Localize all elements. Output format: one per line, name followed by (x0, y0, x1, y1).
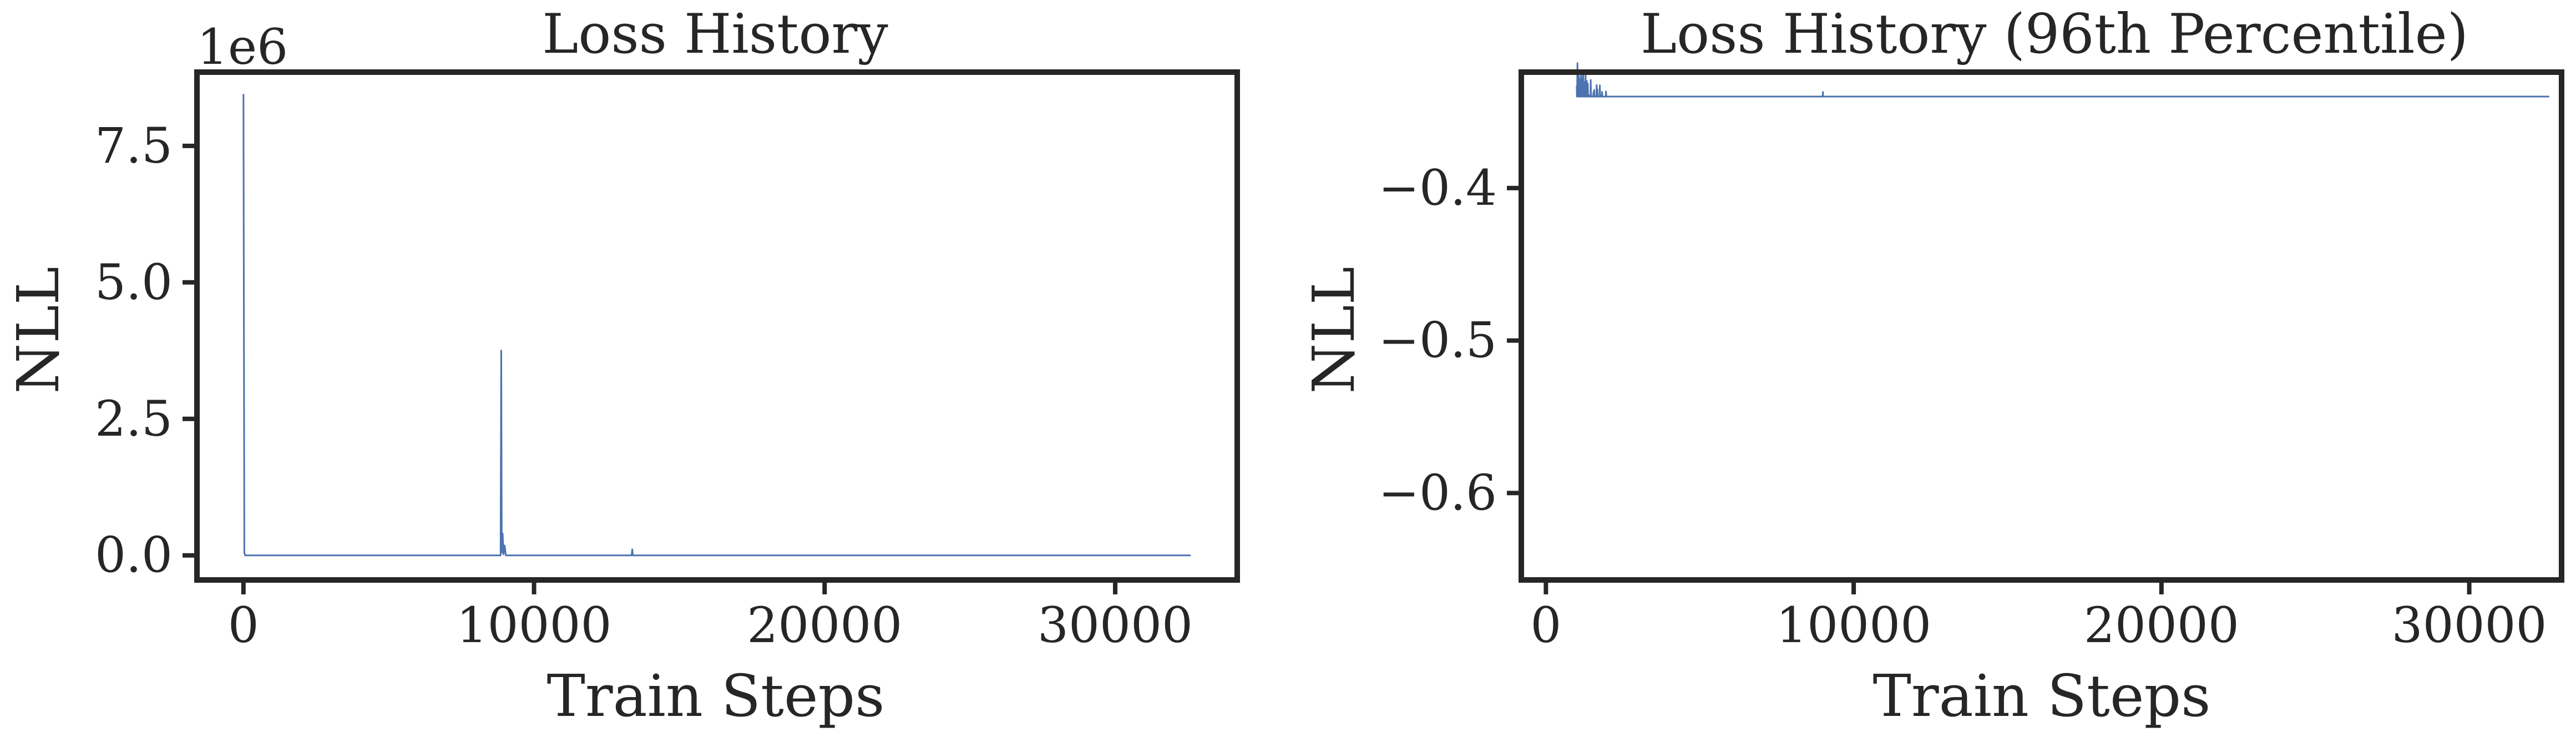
x-tick-label: 10000 (1776, 597, 1931, 654)
x-tick-label: 30000 (2392, 597, 2547, 654)
y-tick-label: −0.4 (1378, 159, 1497, 216)
y-offset-label: 1e6 (197, 18, 288, 75)
x-tick-label: 0 (1530, 597, 1561, 654)
y-tick-label: 2.5 (95, 390, 173, 447)
y-axis-label: NLL (1300, 266, 1368, 393)
x-tick-label: 20000 (747, 597, 902, 654)
y-tick-label: −0.6 (1378, 464, 1497, 521)
y-ticks: −0.4 −0.5 −0.6 (1378, 159, 1521, 521)
x-tick-label: 0 (228, 597, 259, 654)
y-tick-label: 0.0 (95, 527, 173, 584)
x-ticks: 0 10000 20000 30000 (1530, 580, 2547, 654)
chart-title: Loss History (542, 3, 888, 66)
y-tick-label: 7.5 (95, 117, 173, 174)
plot-frame (1519, 69, 2564, 583)
series-line (242, 94, 1191, 557)
series-layer (1576, 62, 2550, 98)
x-tick-label: 30000 (1038, 597, 1193, 654)
chart-title: Loss History (96th Percentile) (1641, 3, 2468, 66)
plot-frame (194, 69, 1240, 583)
y-axis-label: NLL (4, 266, 72, 393)
x-tick-label: 10000 (457, 597, 612, 654)
chart-loss-history-96th: Loss History (96th Percentile) 0 10000 200… (1300, 3, 2564, 730)
x-axis-label: Train Steps (1873, 662, 2211, 730)
x-tick-label: 20000 (2084, 597, 2239, 654)
y-tick-label: −0.5 (1378, 312, 1497, 369)
chart-loss-history: Loss History 1e6 0 10000 20000 30000 0.0 2.5… (4, 3, 1240, 730)
y-tick-label: 5.0 (95, 254, 173, 311)
x-axis-label: Train Steps (547, 662, 885, 730)
y-ticks: 0.0 2.5 5.0 7.5 (95, 117, 197, 584)
series-layer (242, 94, 1191, 557)
x-ticks: 0 10000 20000 30000 (228, 580, 1193, 654)
series-line (1576, 62, 2550, 98)
